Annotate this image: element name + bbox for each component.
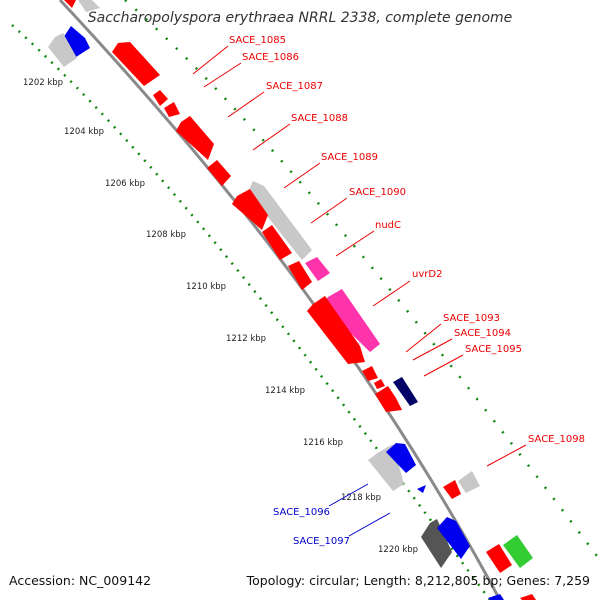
tick-label: 1220 kbp [378,545,418,555]
scale-track-outer [124,0,600,561]
gene-label-forward[interactable]: SACE_1090 [349,187,406,198]
gene-forward-sace-1090-gray[interactable] [248,181,312,260]
gene-forward-sace-1095-navy[interactable] [393,377,418,406]
scale-track-inner [11,24,492,600]
gene-forward-sace-1089[interactable] [207,160,231,186]
gene-label-leader [486,444,527,467]
gene-forward-sace-1098-gray[interactable] [458,471,480,493]
gene-label-forward[interactable]: SACE_1093 [443,313,500,324]
gene-reverse-sace-1096-blue[interactable] [386,443,416,473]
tick-label: 1210 kbp [186,282,226,292]
tick-label: 1202 kbp [23,78,63,88]
tick-label: 1204 kbp [64,127,104,137]
gene-label-leader [192,45,229,75]
gene-label-leader [227,91,265,118]
gene-labels: SACE_1085 SACE_1086 SACE_1087 SACE_1088 SACE… [192,35,585,547]
gene-forward-red-bottom[interactable] [486,544,512,573]
gene-reverse-blue-top[interactable] [63,26,90,57]
gene-label-leader [348,512,391,537]
gene-label-leader [412,338,453,361]
gene-forward-uvrd2-red[interactable] [307,296,365,364]
gene-forward-top-red[interactable] [64,0,76,8]
gene-label-forward[interactable]: SACE_1088 [291,113,348,124]
gene-label-leader [335,230,375,257]
gene-label-forward[interactable]: SACE_1094 [454,328,511,339]
gene-label-leader [372,280,411,307]
tick-labels: 1202 kbp 1204 kbp 1206 kbp 1208 kbp 1210 kbp… [23,78,418,555]
gene-label-forward[interactable]: SACE_1087 [266,81,323,92]
tick-label: 1212 kbp [226,334,266,344]
gene-label-forward[interactable]: SACE_1089 [321,152,378,163]
gene-forward-bottom-blue[interactable] [488,594,504,600]
gene-forward-bottom-red[interactable] [520,594,536,600]
tick-label: 1206 kbp [105,179,145,189]
gene-label-leader [252,123,291,151]
gene-label-leader [283,162,321,189]
gene-forward-nudc[interactable] [305,257,330,281]
gene-label-forward[interactable]: SACE_1095 [465,344,522,355]
gene-forward-top-gray[interactable] [78,0,100,12]
tick-label: 1216 kbp [303,438,343,448]
gene-forward-sace-1093[interactable] [362,366,378,381]
gene-reverse-sace-1097-blue[interactable] [437,517,470,559]
gene-forward-uvrd2[interactable] [322,289,380,352]
gene-forward-sace-1094[interactable] [374,379,385,389]
gene-label-leader [310,197,348,224]
gene-label-reverse[interactable]: SACE_1097 [293,536,350,547]
gene-label-leader [328,483,369,507]
gene-label-leader [203,62,242,88]
gene-forward-sace-1085[interactable] [112,42,160,86]
gene-forward-green[interactable] [503,535,533,568]
gene-label-reverse[interactable]: SACE_1096 [273,507,330,518]
gene-label-forward[interactable]: uvrD2 [412,269,442,280]
gene-forward-sace-1090b[interactable] [262,225,292,260]
gene-forward-sace-1088[interactable] [176,116,214,160]
gene-reverse-gray-top[interactable] [48,33,77,67]
gene-label-forward[interactable]: nudC [375,220,401,231]
gene-forward-sace-1086[interactable] [153,90,168,106]
gene-forward-sace-1090[interactable] [232,189,268,230]
tick-label: 1208 kbp [146,230,186,240]
gene-label-leader [405,323,442,353]
gene-forward-nudc-red[interactable] [288,261,312,290]
accession-text: Accession: NC_009142 [9,573,152,588]
tick-label: 1214 kbp [265,386,305,396]
gene-label-forward[interactable]: SACE_1086 [242,52,299,63]
genome-summary-text: Topology: circular; Length: 8,212,805 bp… [246,573,590,588]
gene-reverse-sace-1097-marker[interactable] [417,485,426,493]
gene-reverse-sace-1097-dark[interactable] [421,519,452,568]
gene-label-forward[interactable]: SACE_1098 [528,434,585,445]
gene-label-forward[interactable]: SACE_1085 [229,35,286,46]
gene-forward-sace-1087[interactable] [164,102,180,117]
gene-forward-sace-1098[interactable] [443,480,461,499]
gene-forward-sace-1095[interactable] [375,386,402,412]
tick-label: 1218 kbp [341,493,381,503]
gene-label-leader [423,354,464,377]
map-title: Saccharopolyspora erythraea NRRL 2338, c… [87,10,513,26]
